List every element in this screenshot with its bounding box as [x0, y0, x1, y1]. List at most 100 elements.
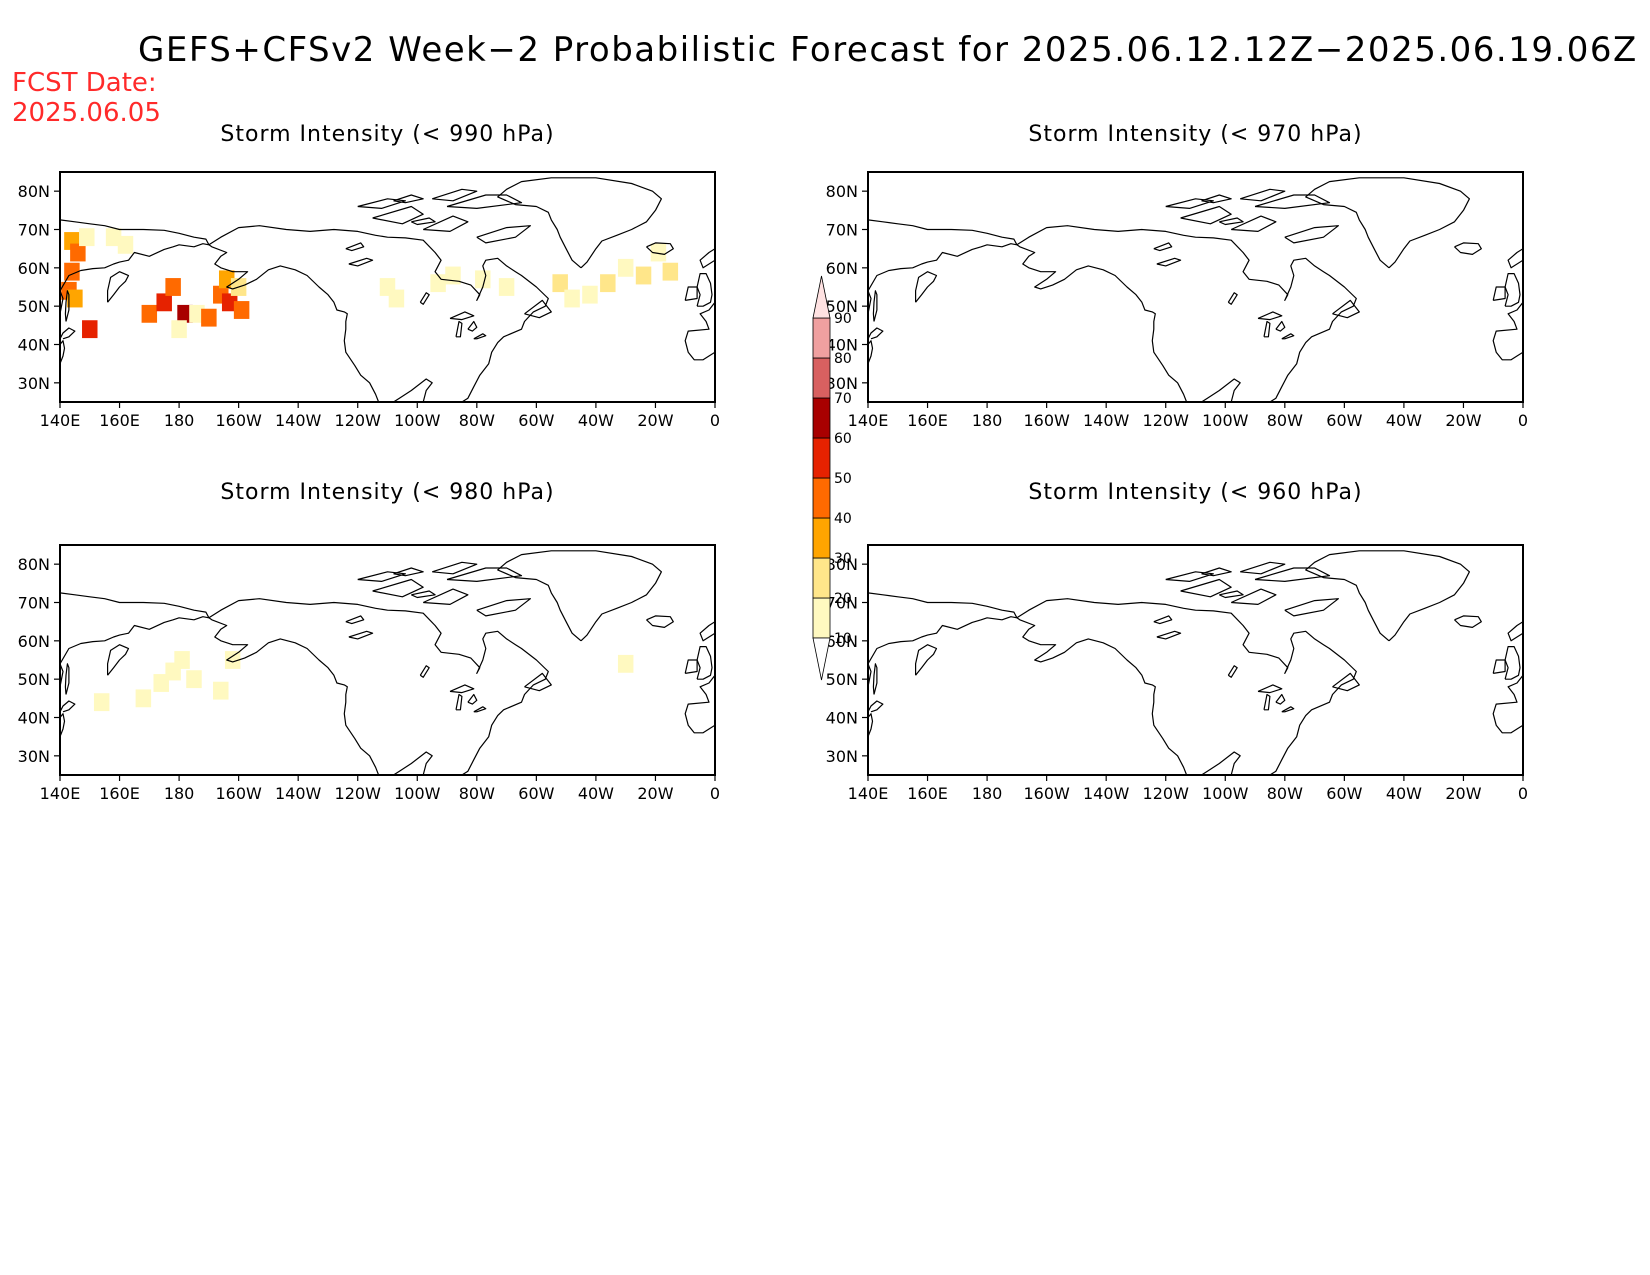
lon-tick-label: 120W	[1143, 411, 1190, 430]
lat-tick-label: 80N	[826, 555, 858, 574]
prob-cell	[213, 681, 229, 700]
panel-title-990: Storm Intensity (< 990 hPa)	[220, 122, 555, 147]
island-outline	[393, 567, 424, 577]
lat-tick-label: 60N	[826, 632, 858, 651]
lon-tick-label: 40W	[1386, 784, 1422, 803]
coastline	[208, 598, 549, 775]
island-outline	[357, 198, 406, 209]
lon-tick-label: 100W	[1202, 411, 1249, 430]
fcst-date-value: 2025.06.05	[12, 98, 161, 128]
lat-tick-label: 40N	[826, 709, 858, 728]
lake-outline	[345, 615, 365, 625]
colorbar: 10 20 30 40 50 60 70 80 90	[812, 275, 852, 681]
lon-tick-label: 100W	[394, 784, 441, 803]
coastline	[1454, 615, 1482, 628]
prob-cell	[388, 289, 405, 308]
map-panel-0: 140E 160E 180 160W 140W 120W 100W 80W 60W 40W 20W 0…	[18, 171, 720, 430]
lake-outline	[1257, 311, 1283, 321]
prob-cell	[165, 278, 181, 296]
lon-tick-label: 20W	[637, 411, 673, 430]
lake-outline	[473, 706, 487, 713]
lon-tick-label: 180	[164, 411, 195, 430]
lon-tick-label: 180	[972, 411, 1003, 430]
lon-tick-label: 80W	[1267, 784, 1303, 803]
lake-outline	[1257, 684, 1283, 694]
prob-cell	[153, 674, 169, 692]
prob-cell	[617, 258, 634, 277]
coastline	[868, 340, 874, 364]
prob-cell	[117, 235, 134, 254]
colorbar-label: 90	[834, 311, 852, 327]
prob-cell	[582, 285, 598, 304]
lon-tick-label: 0	[1518, 411, 1528, 430]
coastline	[1201, 378, 1241, 402]
lon-tick-label: 0	[1518, 784, 1528, 803]
coastline	[60, 340, 66, 364]
colorbar-swatch	[812, 517, 831, 559]
lon-tick-label: 180	[164, 784, 195, 803]
coastline	[1016, 225, 1357, 402]
island-outline	[372, 578, 424, 598]
lon-tick-label: 0	[710, 411, 720, 430]
prob-cell	[186, 670, 202, 689]
lat-tick-label: 50N	[826, 297, 858, 316]
coastline	[497, 177, 662, 269]
coastline	[60, 700, 76, 713]
lake-outline	[348, 257, 374, 267]
coastline	[1504, 646, 1521, 680]
lat-tick-label: 30N	[18, 374, 50, 393]
lat-tick-label: 80N	[18, 182, 50, 201]
island-outline	[1254, 194, 1331, 209]
island-outline	[1332, 299, 1360, 319]
map-panel-1: 140E 160E 180 160W 140W 120W 100W 80W 60W 40W 20W 0…	[826, 171, 1528, 430]
island-outline	[1284, 225, 1339, 244]
lake-outline	[345, 242, 365, 252]
prob-cell	[617, 654, 634, 673]
lon-tick-label: 60W	[1326, 411, 1362, 430]
coastline	[60, 592, 210, 687]
lake-outline	[1153, 615, 1173, 625]
lake-outline	[449, 684, 475, 694]
island-outline	[422, 588, 469, 605]
island-outline	[476, 598, 531, 617]
coastline	[1507, 248, 1523, 269]
coastline	[696, 273, 713, 307]
prob-cell	[224, 651, 241, 669]
map-frame	[59, 544, 716, 776]
lake-outline	[1156, 257, 1182, 267]
lake-outline	[1227, 292, 1238, 305]
island-outline	[1165, 571, 1214, 582]
lake-outline	[455, 320, 463, 338]
panel-title-960: Storm Intensity (< 960 hPa)	[1028, 480, 1363, 505]
lake-outline	[1275, 320, 1286, 332]
lon-tick-label: 160W	[215, 411, 262, 430]
island-outline	[446, 567, 523, 582]
island-outline	[524, 672, 552, 692]
lat-tick-label: 60N	[826, 259, 858, 278]
colorbar-min-triangle	[812, 637, 831, 681]
lon-tick-label: 160E	[907, 784, 948, 803]
lon-tick-label: 40W	[578, 411, 614, 430]
prob-cell	[201, 308, 217, 327]
island-outline	[357, 571, 406, 582]
lon-tick-label: 20W	[1445, 784, 1481, 803]
coastline	[1492, 301, 1523, 361]
lat-tick-label: 70N	[826, 221, 858, 240]
prob-cell	[93, 693, 110, 712]
island-outline	[1254, 567, 1331, 582]
island-outline	[411, 217, 436, 226]
lake-outline	[467, 693, 478, 705]
lon-tick-label: 160E	[907, 411, 948, 430]
island-outline	[393, 194, 424, 204]
lake-outline	[348, 630, 374, 640]
colorbar-swatch	[812, 437, 831, 479]
colorbar-swatch	[812, 557, 831, 599]
lake-outline	[419, 292, 430, 305]
island-outline	[1284, 598, 1339, 617]
prob-cell	[233, 301, 250, 319]
prob-cell	[70, 243, 86, 262]
lon-tick-label: 60W	[518, 411, 554, 430]
coastline	[699, 621, 715, 642]
coastline	[684, 674, 715, 734]
lat-tick-label: 30N	[18, 747, 50, 766]
